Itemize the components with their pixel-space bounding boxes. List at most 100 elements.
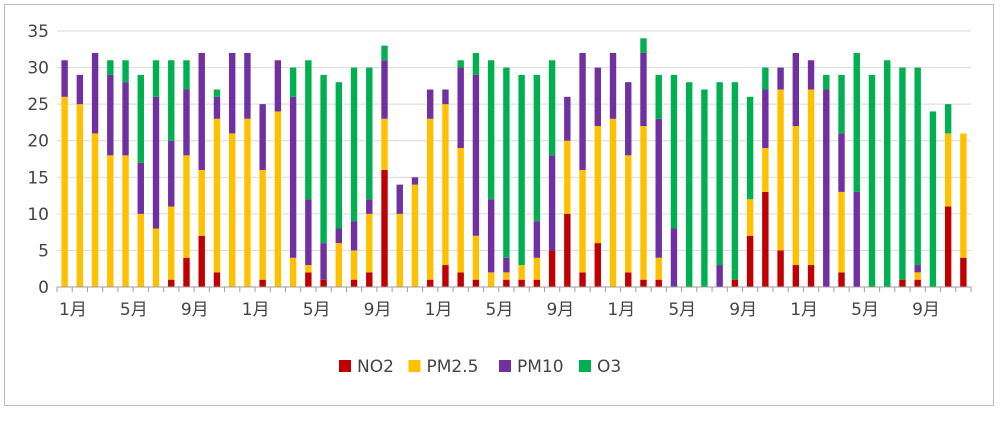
bar-pm10 xyxy=(259,104,266,170)
bar-no2 xyxy=(442,265,449,287)
bar-pm10 xyxy=(122,82,129,156)
bar-no2 xyxy=(746,235,754,287)
bar-no2 xyxy=(564,213,571,287)
bar-pm25 xyxy=(792,126,800,266)
bar-pm10 xyxy=(168,140,175,207)
bar-pm25 xyxy=(518,265,525,280)
bar-no2 xyxy=(381,169,388,287)
bar-no2 xyxy=(640,279,647,287)
y-axis: 0 5 10 15 20 25 30 35 xyxy=(27,22,49,298)
bar-pm25 xyxy=(122,155,129,287)
bar-o3 xyxy=(762,67,769,90)
bar-pm10 xyxy=(61,60,68,97)
bar-pm25 xyxy=(350,250,358,280)
bar-no2 xyxy=(213,272,221,287)
bar-pm25 xyxy=(944,133,952,207)
y-tick-label: 30 xyxy=(27,59,49,79)
bar-o3 xyxy=(137,74,144,163)
bar-o3 xyxy=(823,74,830,90)
bar-o3 xyxy=(107,60,114,75)
bar-o3 xyxy=(183,60,190,90)
bar-o3 xyxy=(868,74,876,287)
bar-pm25 xyxy=(472,235,480,280)
bar-no2 xyxy=(579,272,586,287)
legend-label-no2: NO2 xyxy=(357,357,394,377)
bar-no2 xyxy=(427,279,434,287)
bar-pm10 xyxy=(320,243,327,280)
bar-pm10 xyxy=(289,96,297,258)
bar-no2 xyxy=(777,250,784,287)
bar-pm10 xyxy=(183,89,190,156)
bar-pm25 xyxy=(427,118,434,280)
bar-pm25 xyxy=(655,257,662,280)
bar-pm25 xyxy=(807,89,815,266)
bar-pm10 xyxy=(564,96,571,141)
bar-o3 xyxy=(914,67,921,266)
bar-pm25 xyxy=(137,213,144,287)
bar-pm10 xyxy=(335,228,343,244)
bar-pm25 xyxy=(594,126,601,244)
bar-no2 xyxy=(472,279,480,287)
bar-o3 xyxy=(853,52,860,192)
bar-o3 xyxy=(335,82,343,229)
y-tick-label: 5 xyxy=(38,241,49,261)
bar-pm25 xyxy=(289,257,297,287)
bar-pm10 xyxy=(487,199,495,273)
bar-pm25 xyxy=(228,133,236,287)
y-tick-label: 35 xyxy=(27,22,49,42)
bar-pm10 xyxy=(533,221,541,258)
legend: NO2 PM2.5 PM10 O3 xyxy=(339,357,621,377)
bar-pm10 xyxy=(823,89,830,287)
bar-pm10 xyxy=(670,228,678,287)
bar-pm25 xyxy=(91,133,99,287)
x-tick-label: 9月 xyxy=(181,300,209,320)
bar-o3 xyxy=(548,60,556,156)
bar-pm25 xyxy=(503,272,510,280)
bar-no2 xyxy=(518,279,525,287)
bar-no2 xyxy=(792,265,800,287)
bar-no2 xyxy=(533,279,541,287)
bar-pm10 xyxy=(396,184,403,214)
y-tick-label: 25 xyxy=(27,95,49,115)
bar-pm10 xyxy=(381,60,388,119)
bar-pm10 xyxy=(457,67,464,149)
bar-pm10 xyxy=(792,52,800,127)
bar-pm25 xyxy=(609,118,617,288)
bar-pm25 xyxy=(579,169,586,273)
bar-o3 xyxy=(716,82,723,266)
bar-pm25 xyxy=(411,184,419,287)
x-tick-label: 9月 xyxy=(546,300,574,320)
x-axis: 1月 5月 9月 1月 5月 9月 1月 5月 9月 1月 5月 9月 1月 5月 9月 xyxy=(56,286,972,320)
bar-o3 xyxy=(746,96,754,200)
bar-pm10 xyxy=(655,118,662,258)
bar-no2 xyxy=(838,272,845,287)
bar-no2 xyxy=(594,243,601,287)
x-tick-label: 1月 xyxy=(607,300,635,320)
bar-o3 xyxy=(518,74,525,266)
grid-lines xyxy=(57,30,971,288)
bar-pm10 xyxy=(152,96,160,229)
bar-no2 xyxy=(259,279,266,287)
bars xyxy=(61,38,967,288)
bar-pm10 xyxy=(472,74,480,236)
x-tick-label: 9月 xyxy=(364,300,392,320)
bar-no2 xyxy=(899,279,906,287)
bar-no2 xyxy=(655,279,662,287)
bar-o3 xyxy=(640,38,647,53)
bar-o3 xyxy=(701,89,708,287)
bar-no2 xyxy=(168,279,175,287)
bar-o3 xyxy=(533,74,541,222)
bar-pm25 xyxy=(366,213,373,273)
bar-pm25 xyxy=(213,118,221,273)
bar-pm10 xyxy=(137,162,144,214)
bar-pm10 xyxy=(76,74,84,105)
bar-pm10 xyxy=(579,52,586,170)
bar-o3 xyxy=(381,45,388,61)
bar-o3 xyxy=(289,67,297,97)
bar-o3 xyxy=(685,82,693,287)
bar-pm25 xyxy=(152,228,160,287)
bar-o3 xyxy=(929,111,937,287)
x-tick-label: 5月 xyxy=(303,300,331,320)
x-tick-label: 5月 xyxy=(120,300,148,320)
